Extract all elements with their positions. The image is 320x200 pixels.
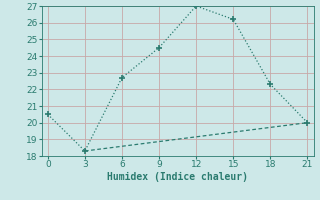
X-axis label: Humidex (Indice chaleur): Humidex (Indice chaleur): [107, 172, 248, 182]
